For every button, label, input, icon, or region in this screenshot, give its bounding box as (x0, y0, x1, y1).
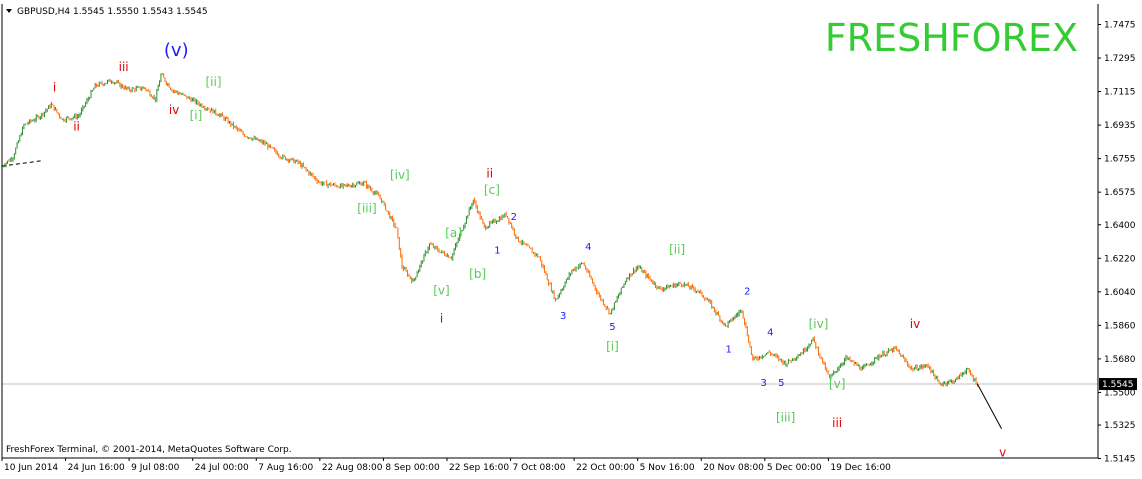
current-price-tag: 1.5545 (1099, 378, 1137, 391)
symbol-line: GBPUSD,H4 1.5545 1.5550 1.5543 1.5545 (17, 7, 208, 17)
wave-labels-group: iiiiii(v)iv[ii][i][iv][iii]ii[c]2[a]1[b]… (53, 40, 1006, 460)
x-tick-label: 22 Sep 16:00 (449, 463, 509, 473)
x-tick-label: 22 Oct 00:00 (576, 463, 635, 473)
y-tick-label: 1.6755 (1104, 155, 1136, 165)
wave-label: 5 (609, 322, 615, 333)
x-tick-label: 24 Jul 00:00 (195, 463, 249, 473)
x-tick-label: 22 Aug 08:00 (322, 463, 383, 473)
wave-label: ii (486, 166, 493, 180)
wave-label: 2 (511, 212, 517, 223)
wave-label: 1 (725, 344, 731, 355)
current-price-box (1099, 378, 1137, 391)
wave-label: iv (910, 317, 920, 331)
y-tick-label: 1.5145 (1104, 455, 1136, 465)
wave-label: 3 (560, 311, 566, 322)
wave-label: [v] (433, 284, 449, 298)
x-tick-label: 19 Dec 16:00 (830, 463, 891, 473)
trendline[interactable] (1, 159, 44, 167)
x-tick-label: 5 Dec 00:00 (767, 463, 822, 473)
wave-label: i (440, 312, 443, 326)
x-tick-label: 7 Oct 08:00 (513, 463, 566, 473)
wave-label: iv (169, 103, 179, 117)
wave-label: [iii] (776, 410, 795, 424)
wave-label: [i] (606, 340, 619, 354)
x-tick-label: 7 Aug 16:00 (258, 463, 313, 473)
y-tick-label: 1.6220 (1104, 254, 1136, 264)
wave-label: 4 (585, 242, 591, 253)
wave-label: iii (119, 60, 129, 74)
wave-label: ii (73, 120, 80, 134)
projection-line[interactable] (976, 383, 1002, 429)
y-tick-label: 1.5500 (1104, 388, 1136, 398)
y-tick-label: 1.6400 (1104, 221, 1136, 231)
candles-group (1, 72, 978, 387)
wave-label: [iv] (809, 317, 829, 331)
y-tick-label: 1.5680 (1104, 355, 1136, 365)
y-tick-label: 1.7115 (1104, 88, 1136, 98)
x-tick-label: 20 Nov 08:00 (703, 463, 764, 473)
wave-label: 2 (744, 287, 750, 298)
x-tick-label: 5 Nov 16:00 (640, 463, 695, 473)
trendline-group (1, 159, 44, 167)
wave-label: iii (832, 416, 842, 430)
wave-label: v (999, 446, 1006, 460)
wave-label: (v) (164, 40, 189, 61)
wave-label: [ii] (206, 75, 222, 89)
wave-label: 1 (494, 246, 500, 257)
y-tick-label: 1.5860 (1104, 321, 1136, 331)
wave-label: [iv] (390, 168, 410, 182)
wave-label: [v] (829, 377, 845, 391)
axes-group (1, 4, 1099, 459)
x-tick-label: 10 Jun 2014 (4, 463, 58, 473)
wave-label: [iii] (357, 202, 376, 216)
wave-label: i (53, 81, 56, 95)
y-tick-label: 1.5325 (1104, 421, 1136, 431)
y-tick-label: 1.6935 (1104, 121, 1136, 131)
wave-label: 3 (761, 378, 767, 389)
wave-label: [i] (190, 109, 203, 123)
wave-label: [a] (445, 226, 462, 240)
y-tick-label: 1.6575 (1104, 188, 1136, 198)
y-tick-label: 1.6040 (1104, 288, 1136, 298)
x-tick-label: 8 Sep 00:00 (385, 463, 440, 473)
wave-label: [b] (469, 267, 486, 281)
x-tick-label: 9 Jul 08:00 (131, 463, 180, 473)
wave-label: [c] (484, 183, 500, 197)
y-tick-label: 1.7475 (1104, 20, 1136, 30)
y-tick-labels: 1.7475 1.7295 1.7115 1.6935 1.6755 1.6575 1.64… (1098, 20, 1136, 465)
wave-label: 4 (767, 328, 773, 339)
x-tick-label: 24 Jun 16:00 (68, 463, 125, 473)
y-tick-label: 1.7295 (1104, 54, 1136, 64)
current-price-label: 1.5545 (1102, 380, 1134, 390)
wave-label: 5 (778, 378, 784, 389)
brand-logo: FRESHFOREX (825, 16, 1078, 60)
wave-label: [ii] (669, 243, 685, 257)
chevron-down-icon[interactable] (6, 9, 12, 13)
projection-group (976, 383, 1002, 429)
x-tick-labels: 10 Jun 2014 24 Jun 16:00 9 Jul 08:00 24 Jul… (1, 458, 891, 473)
copyright-text: FreshForex Terminal, © 2001-2014, MetaQu… (6, 445, 292, 455)
